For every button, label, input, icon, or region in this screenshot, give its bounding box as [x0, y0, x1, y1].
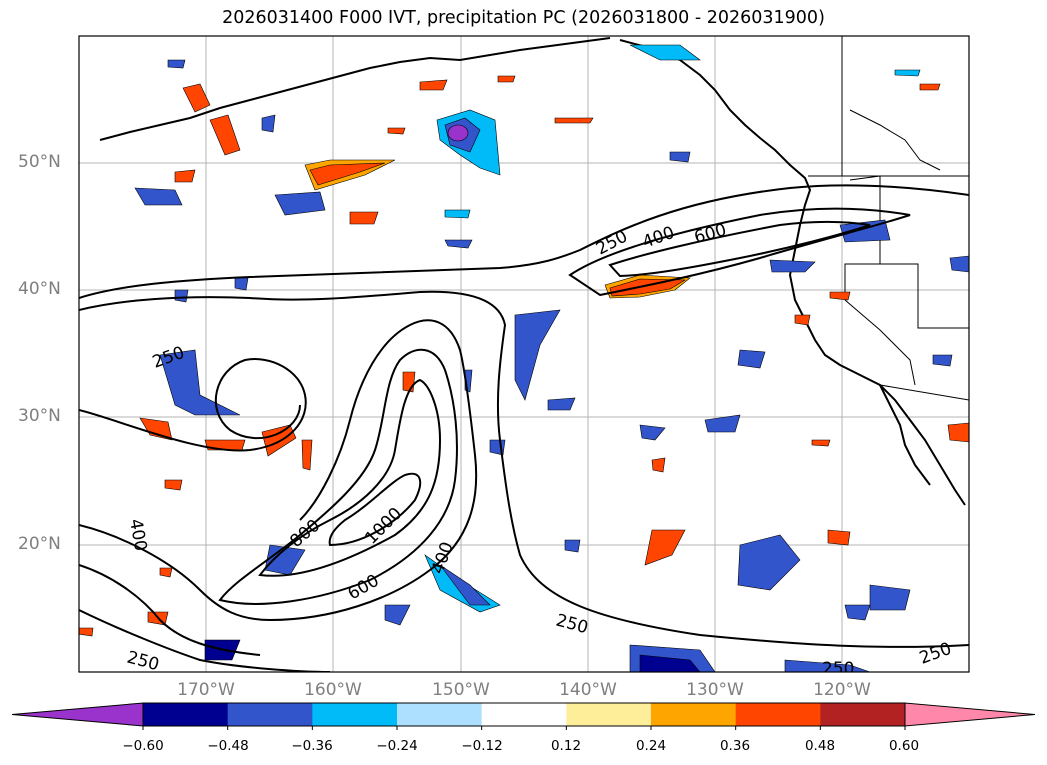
lon-label: 130°W: [686, 680, 744, 700]
lon-label: 170°W: [177, 680, 235, 700]
lat-label: 20°N: [18, 534, 61, 554]
state-borders: [808, 36, 969, 401]
contour-label: 800: [286, 516, 324, 552]
colorbar-tick-label: 0.36: [719, 738, 751, 754]
colorbar-tick-label: 0.24: [635, 738, 667, 754]
colorbar-tick-label: 0.12: [550, 738, 582, 754]
contour-label: 600: [692, 220, 729, 248]
lon-label: 140°W: [559, 680, 617, 700]
ivt-contours: [79, 184, 969, 672]
colorbar-tick-label: −0.24: [376, 738, 418, 754]
contour-label: 250: [554, 611, 591, 639]
colorbar-tick-label: 0.48: [804, 738, 836, 754]
colorbar-tick-label: −0.48: [207, 738, 249, 754]
map-frame: [78, 35, 970, 673]
lon-label: 150°W: [432, 680, 490, 700]
contour-label: 250: [125, 648, 162, 676]
lat-label: 40°N: [18, 279, 61, 299]
lat-label: 50°N: [18, 152, 61, 172]
lat-label: 30°N: [18, 406, 61, 426]
precip-blobs: [79, 44, 969, 672]
map-title: 2026031400 F000 IVT, precipitation PC (2…: [222, 8, 825, 28]
gridlines: [79, 36, 969, 672]
contour-label: 250: [917, 639, 954, 669]
colorbar-tick-label: −0.36: [291, 738, 333, 754]
lon-label: 120°W: [813, 680, 871, 700]
colorbar-tick-label: −0.60: [122, 738, 164, 754]
contour-label: 400: [125, 517, 150, 552]
colorbar-tick-label: −0.12: [461, 738, 503, 754]
lon-label: 160°W: [304, 680, 362, 700]
coastlines: [99, 37, 966, 506]
colorbar-tick-label: 0.60: [888, 738, 920, 754]
contour-label: 250: [822, 659, 854, 679]
